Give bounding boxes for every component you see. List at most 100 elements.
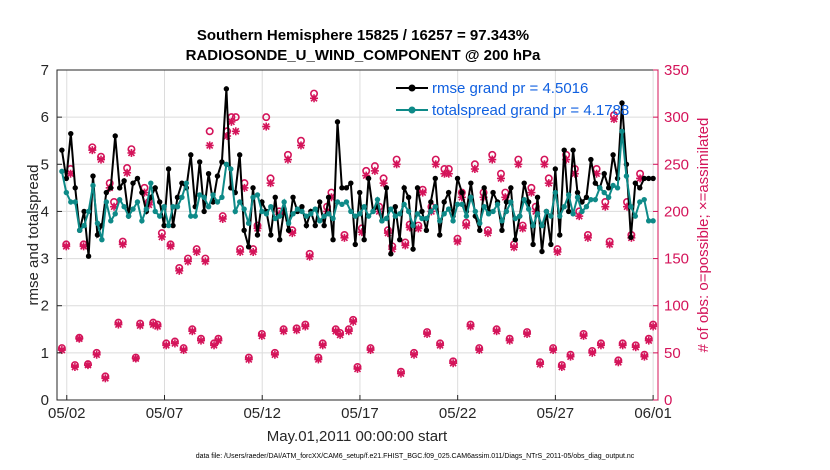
series-point-rmse — [365, 175, 372, 182]
series-point-totalspread — [365, 213, 372, 219]
series-point-totalspread — [392, 213, 398, 219]
series-point-rmse — [352, 241, 358, 248]
series-point-totalspread — [494, 201, 501, 208]
series-point-rmse — [161, 222, 167, 229]
series-point-totalspread — [125, 213, 132, 219]
series-point-rmse — [325, 194, 332, 200]
obs-assimilated-marker — [279, 327, 288, 336]
obs-assimilated-marker — [523, 330, 532, 338]
obs-assimilated-marker — [601, 202, 610, 211]
series-point-totalspread — [641, 196, 647, 203]
series-point-totalspread — [468, 194, 474, 200]
obs-assimilated-stroke — [549, 346, 557, 354]
series-point-rmse — [508, 185, 514, 191]
obs-assimilated-stroke — [436, 341, 444, 349]
series-point-rmse — [530, 241, 536, 248]
obs-assimilated-marker — [449, 359, 458, 368]
series-point-totalspread — [530, 222, 536, 229]
series-point-rmse — [285, 227, 292, 233]
obs-assimilated-marker — [231, 127, 240, 136]
obs-assimilated-marker — [131, 354, 140, 363]
series-point-totalspread — [521, 196, 527, 203]
obs-assimilated-stroke — [462, 222, 470, 230]
obs-assimilated-marker — [127, 148, 136, 157]
series-point-totalspread — [334, 199, 341, 205]
obs-assimilated-marker — [640, 352, 649, 361]
series-point-totalspread — [263, 211, 270, 217]
series-point-rmse — [179, 180, 185, 186]
series-point-rmse — [357, 189, 363, 196]
obs-assimilated-marker — [266, 179, 275, 188]
series-point-totalspread — [370, 208, 376, 215]
x-tick-label: 05/22 — [439, 405, 477, 422]
series-point-rmse — [219, 159, 225, 165]
obs-assimilated-stroke — [540, 160, 548, 168]
obs-assimilated-stroke — [301, 322, 309, 331]
obs-assimilated-marker — [618, 341, 627, 350]
series-point-totalspread — [201, 194, 207, 200]
obs-assimilated-stroke — [88, 146, 96, 154]
series-point-totalspread — [525, 206, 532, 212]
series-point-rmse — [481, 185, 487, 191]
obs-assimilated-stroke — [80, 242, 88, 250]
series-point-totalspread — [339, 201, 345, 208]
obs-assimilated-stroke — [397, 370, 405, 378]
obs-assimilated-stroke — [184, 257, 192, 265]
series-point-rmse — [419, 208, 425, 215]
series-point-totalspread — [294, 206, 301, 212]
series-point-totalspread — [583, 204, 590, 210]
obs-assimilated-stroke — [119, 240, 127, 248]
y-tick-label: 7 — [41, 62, 49, 79]
series-point-totalspread — [321, 213, 327, 219]
series-point-rmse — [121, 178, 127, 184]
series-point-totalspread — [472, 208, 479, 215]
obs-assimilated-stroke — [314, 355, 322, 364]
obs-assimilated-stroke — [471, 165, 479, 173]
series-point-rmse — [414, 185, 421, 191]
obs-assimilated-stroke — [497, 174, 505, 182]
obs-assimilated-stroke — [232, 127, 240, 135]
series-point-totalspread — [308, 211, 314, 217]
series-point-totalspread — [610, 182, 616, 189]
series-point-rmse — [130, 180, 136, 186]
obs-assimilated-marker — [466, 322, 475, 331]
obs-assimilated-stroke — [493, 327, 501, 335]
series-point-rmse — [574, 189, 581, 196]
obs-assimilated-marker — [62, 242, 71, 251]
obs-assimilated-stroke — [84, 361, 92, 369]
series-point-rmse — [428, 199, 434, 205]
series-point-rmse — [552, 166, 559, 172]
series-point-totalspread — [619, 128, 625, 134]
series-point-totalspread — [196, 192, 203, 198]
obs-assimilated-stroke — [501, 193, 509, 201]
obs-assimilated-stroke — [293, 326, 301, 334]
obs-assimilated-stroke — [167, 242, 175, 250]
obs-assimilated-marker — [153, 322, 162, 331]
obs-assimilated-marker — [301, 322, 310, 331]
series-point-totalspread — [428, 208, 434, 215]
series-point-rmse — [90, 173, 96, 179]
obs-assimilated-marker — [609, 115, 618, 124]
obs-assimilated-stroke — [332, 327, 340, 335]
series-point-totalspread — [103, 199, 110, 205]
obs-assimilated-marker — [101, 374, 110, 383]
x-tick-label: 06/01 — [634, 405, 672, 422]
series-point-rmse — [299, 204, 305, 210]
series-point-totalspread — [401, 201, 407, 208]
series-point-rmse — [432, 175, 438, 182]
series-point-totalspread — [352, 213, 358, 219]
obs-assimilated-stroke — [401, 241, 409, 249]
obs-assimilated-stroke — [362, 172, 370, 180]
series-point-rmse — [610, 152, 616, 158]
obs-assimilated-marker — [283, 155, 292, 164]
obs-assimilated-stroke — [258, 332, 266, 340]
series-point-totalspread — [59, 168, 65, 175]
series-point-totalspread — [241, 206, 247, 212]
obs-assimilated-stroke — [536, 360, 544, 368]
y-tick-label: 0 — [41, 392, 49, 409]
series-point-totalspread — [450, 218, 456, 224]
series-point-totalspread — [170, 204, 176, 210]
obs-assimilated-marker — [305, 252, 314, 261]
y-right-tick-label: 150 — [664, 251, 689, 268]
series-point-totalspread — [245, 220, 252, 226]
